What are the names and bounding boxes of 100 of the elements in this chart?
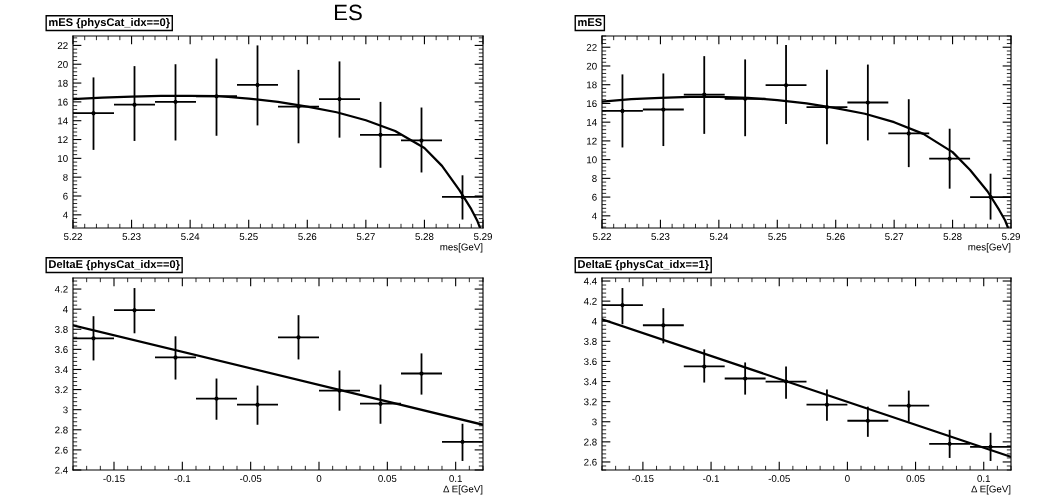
point — [947, 441, 952, 446]
y-tick-label: 22 — [586, 43, 597, 51]
x-tick-label: -0.1 — [703, 475, 719, 482]
point — [378, 401, 383, 406]
point — [337, 96, 342, 102]
point — [173, 99, 178, 104]
y-tick-label: 6 — [592, 193, 597, 201]
x-axis-title: Δ E[GeV] — [443, 485, 483, 495]
x-tick-label: 0.05 — [378, 475, 397, 482]
x-tick-label: 0 — [316, 475, 322, 482]
x-tick-label: 5.23 — [122, 233, 141, 240]
y-tick-label: 20 — [57, 60, 68, 68]
y-tick-label: 3 — [63, 406, 68, 414]
y-tick-label: 4 — [591, 318, 597, 325]
point — [865, 418, 870, 423]
y-tick-label: 4 — [62, 306, 68, 313]
point — [661, 323, 666, 328]
y-tick-label: 6 — [63, 192, 68, 200]
x-tick-label: 5.29 — [473, 233, 492, 240]
y-tick-label: 4 — [62, 211, 68, 219]
y-tick-label: 4.2 — [54, 285, 68, 293]
point — [91, 111, 96, 116]
point — [906, 131, 911, 136]
point — [988, 444, 993, 449]
x-tick-label: -0.05 — [240, 475, 262, 482]
y-tick-label: 2.8 — [584, 438, 597, 446]
point — [132, 308, 137, 313]
point — [824, 402, 830, 407]
chart-title: mES — [578, 18, 602, 27]
x-tick-label: 5.22 — [63, 233, 82, 240]
y-tick-label: 2.6 — [584, 458, 597, 466]
y-tick-label: 12 — [587, 137, 597, 145]
point — [255, 82, 260, 88]
point — [378, 132, 383, 137]
y-tick-label: 14 — [587, 119, 597, 126]
point — [214, 396, 219, 401]
y-tick-label: 3.4 — [584, 378, 597, 386]
x-axis-title: Δ E[GeV] — [971, 485, 1011, 495]
point — [783, 83, 789, 88]
y-tick-label: 18 — [587, 81, 597, 89]
point — [132, 102, 137, 107]
x-tick-label: 5.24 — [181, 233, 200, 240]
y-tick-label: 4.4 — [583, 277, 597, 285]
y-tick-label: 3.2 — [584, 398, 597, 406]
point — [661, 107, 666, 112]
y-tick-label: 20 — [586, 62, 597, 70]
x-tick-label: 5.28 — [415, 233, 434, 240]
point — [91, 336, 96, 341]
y-tick-label: 3.8 — [584, 338, 597, 345]
point — [173, 355, 178, 360]
text: ES — [335, 4, 362, 21]
y-tick-label: 4 — [591, 212, 597, 220]
y-tick-label: 8 — [63, 173, 68, 181]
x-tick-label: -0.15 — [632, 475, 654, 482]
x-tick-label: 5.28 — [943, 233, 962, 240]
y-tick-label: 3.6 — [584, 358, 597, 366]
x-tick-label: 0 — [845, 475, 850, 482]
y-tick-label: 3 — [592, 418, 597, 426]
y-tick-label: 4.2 — [583, 297, 597, 305]
y-tick-label: 2.6 — [55, 446, 68, 454]
x-tick-label: -0.1 — [174, 475, 191, 482]
y-tick-label: 10 — [587, 156, 597, 164]
x-tick-label: 5.26 — [826, 233, 845, 240]
chart-title: DeltaE {physCat_idx==1} — [578, 259, 709, 271]
x-tick-label: -0.15 — [103, 475, 125, 482]
x-tick-label: 5.26 — [298, 233, 317, 240]
x-tick-label: 5.22 — [592, 233, 611, 240]
point — [460, 439, 465, 444]
y-tick-label: 2.4 — [55, 466, 68, 474]
y-tick-label: 12 — [58, 136, 68, 144]
x-tick-label: 5.25 — [768, 233, 787, 240]
point — [419, 138, 424, 143]
x-tick-label: 5.25 — [239, 233, 258, 240]
y-tick-label: 16 — [58, 98, 68, 106]
point — [906, 403, 911, 408]
x-axis-title: mes[GeV] — [968, 243, 1011, 253]
y-tick-label: 8 — [592, 175, 597, 182]
x-axis-title: mes[GeV] — [440, 243, 483, 253]
y-tick-label: 2.8 — [55, 426, 68, 434]
x-tick-label: 0.1 — [449, 475, 462, 482]
y-tick-label: 14 — [58, 117, 68, 125]
point — [419, 371, 424, 376]
x-tick-label: 0.05 — [906, 475, 925, 482]
y-tick-label: 18 — [58, 79, 68, 87]
x-tick-label: 5.27 — [356, 233, 375, 240]
y-tick-label: 3.6 — [55, 346, 68, 353]
x-tick-label: 5.29 — [1001, 233, 1020, 240]
point — [702, 92, 707, 97]
point — [620, 108, 625, 114]
chart-title: DeltaE {physCat_idx==0} — [49, 259, 180, 271]
x-tick-label: -0.05 — [768, 475, 790, 482]
y-tick-label: 3.8 — [55, 326, 68, 333]
chart-title: mES {physCat_idx==0} — [49, 17, 170, 29]
point — [296, 335, 301, 340]
point — [743, 376, 748, 381]
y-tick-label: 3.4 — [55, 366, 68, 374]
y-tick-label: 22 — [57, 42, 68, 49]
x-tick-label: 0.1 — [977, 475, 991, 482]
x-tick-label: 5.24 — [709, 233, 729, 240]
point — [702, 364, 707, 369]
